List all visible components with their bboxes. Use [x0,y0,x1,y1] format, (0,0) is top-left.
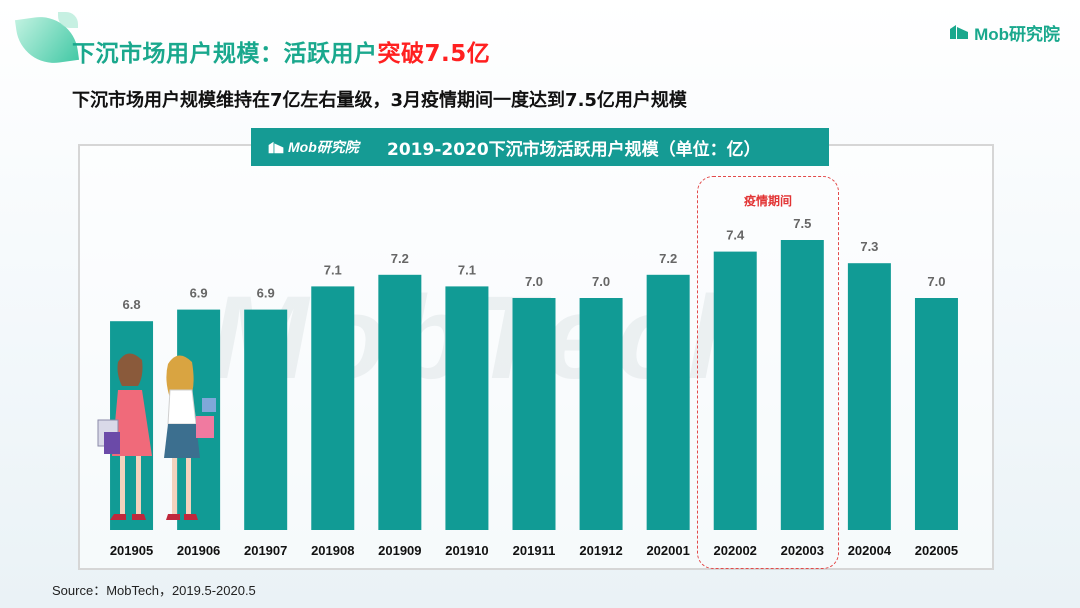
value-label-201912: 7.0 [592,274,610,289]
source-note: Source：MobTech，2019.5-2020.5 [52,583,256,598]
tick-label-202004: 202004 [848,543,892,558]
tick-label-201908: 201908 [311,543,354,558]
page-title: 下沉市场用户规模：活跃用户突破7.5亿 [72,34,490,68]
value-label-201908: 7.1 [324,262,342,277]
brand-logo: Mob研究院 [948,20,1060,44]
value-label-201906: 6.9 [190,286,208,301]
title-highlight: 突破7.5亿 [377,41,491,67]
chart-header-logo-text: Mob研究院 [288,139,359,155]
value-label-202001: 7.2 [659,251,677,266]
value-label-202002: 7.4 [726,228,745,243]
page-subtitle: 下沉市场用户规模维持在7亿左右量级，3月疫情期间一度达到7.5亿用户规模 [72,90,687,111]
leaf-small-decoration-icon [58,12,78,28]
value-label-202003: 7.5 [793,216,811,231]
tick-label-202001: 202001 [646,543,689,558]
chart-header-logo: Mob研究院 [267,137,377,157]
value-label-201911: 7.0 [525,274,543,289]
bar-201912 [579,298,623,530]
tick-label-201909: 201909 [378,543,421,558]
shoppers-illustration-icon [97,353,216,520]
bar-202005 [914,298,958,530]
value-label-202004: 7.3 [860,239,878,254]
bar-201911 [512,298,556,530]
value-label-201905: 6.8 [122,297,140,312]
mob-logo-icon [948,23,970,41]
tick-label-201911: 201911 [513,543,556,558]
bar-202004 [847,263,891,530]
tick-label-201905: 201905 [110,543,153,558]
epidemic-period-label: 疫情期间 [743,194,792,208]
tick-label-201912: 201912 [579,543,622,558]
bar-201910 [445,286,489,530]
title-main: 下沉市场用户规模：活跃用户 [72,41,378,67]
tick-label-202003: 202003 [781,543,824,558]
tick-label-201910: 201910 [445,543,488,558]
bar-201909 [378,274,422,530]
bar-202002 [713,251,757,530]
bar-202003 [780,240,824,530]
tick-label-201907: 201907 [244,543,287,558]
value-label-202005: 7.0 [927,274,945,289]
value-label-201910: 7.1 [458,262,476,277]
mob-logo-white-icon [268,141,284,153]
bar-201908 [311,286,355,530]
bar-201907 [244,309,288,530]
epidemic-period-box [697,176,839,569]
tick-label-201906: 201906 [177,543,220,558]
value-label-201909: 7.2 [391,251,409,266]
chart-header: Mob研究院 2019-2020下沉市场活跃用户规模（单位：亿） [251,128,829,166]
tick-label-202005: 202005 [915,543,958,558]
bar-202001 [646,274,690,530]
brand-name: Mob研究院 [974,24,1060,44]
chart-title: 2019-2020下沉市场活跃用户规模（单位：亿） [387,139,761,160]
value-label-201907: 6.9 [257,286,275,301]
tick-label-202002: 202002 [714,543,757,558]
